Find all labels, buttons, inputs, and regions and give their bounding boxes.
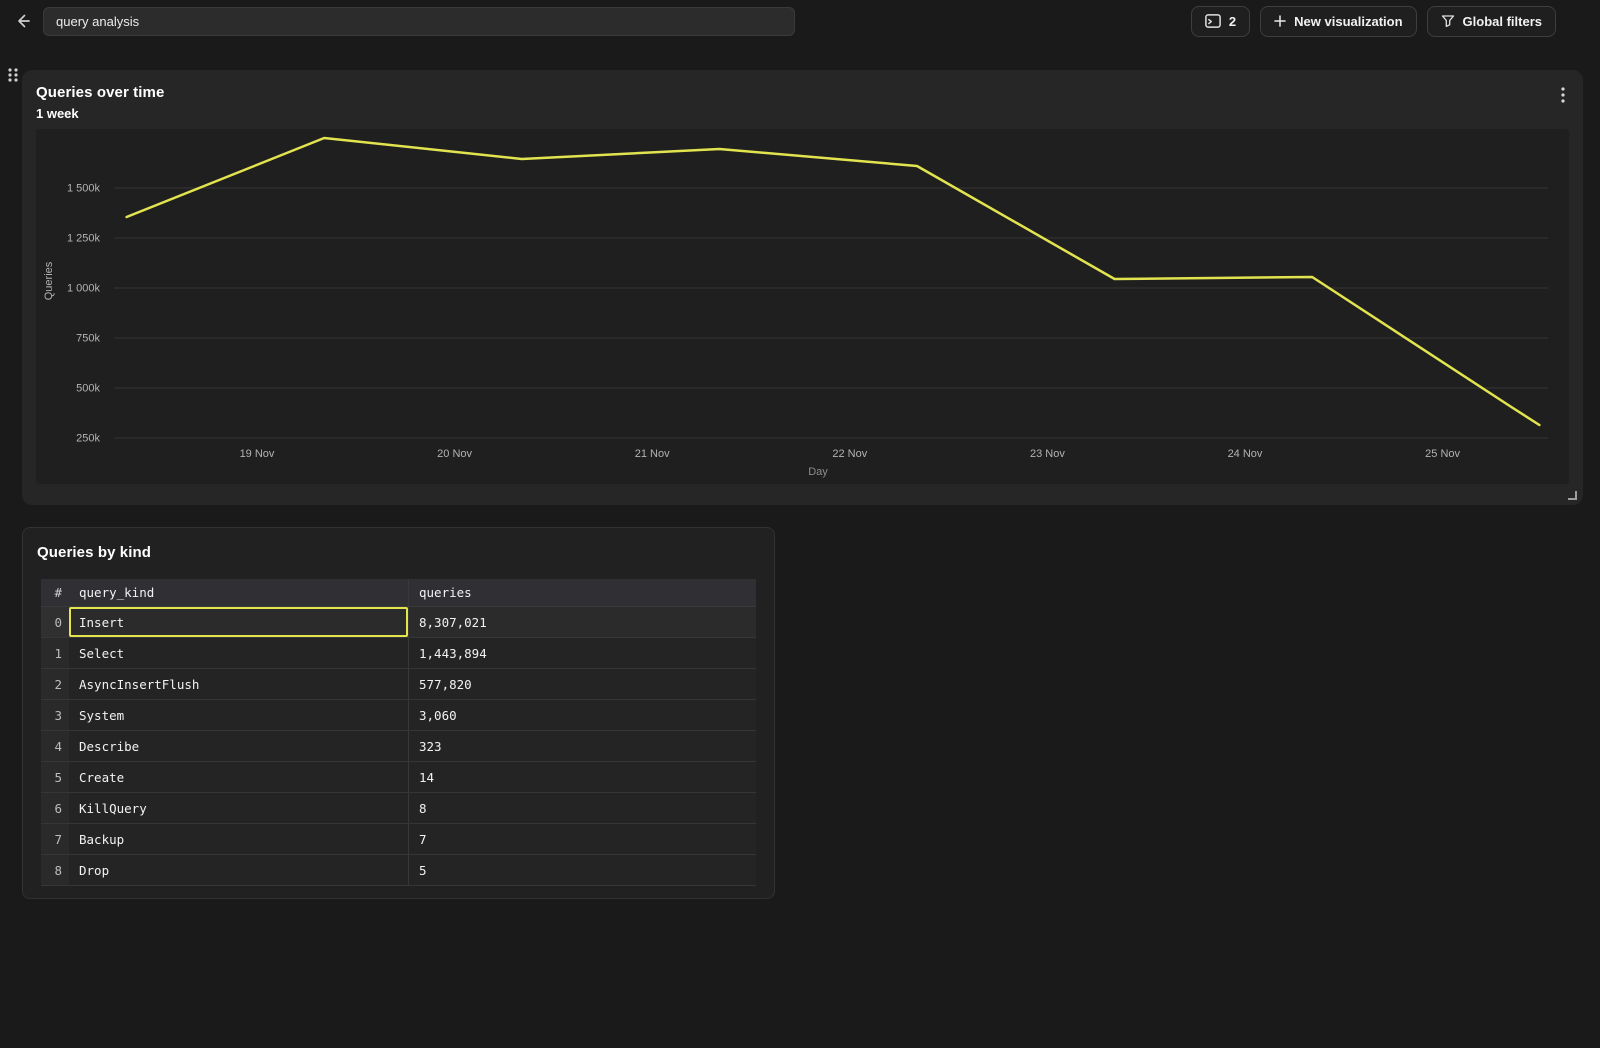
svg-text:1 500k: 1 500k [67, 183, 101, 195]
row-index-cell: 7 [41, 824, 69, 854]
svg-text:750k: 750k [76, 333, 100, 345]
row-index-cell: 2 [41, 669, 69, 699]
resize-corner-handle[interactable] [1568, 491, 1577, 500]
kebab-menu-icon [1561, 87, 1565, 103]
panel-subtitle: 1 week [36, 106, 79, 121]
column-header-index[interactable]: # [54, 585, 62, 600]
arrow-left-icon [18, 14, 30, 28]
svg-text:19 Nov: 19 Nov [240, 448, 275, 460]
row-index-cell: 1 [41, 638, 69, 668]
query-kind-cell[interactable]: Select [79, 645, 125, 661]
panel-title: Queries over time [36, 84, 165, 101]
query-kind-cell[interactable]: Backup [79, 831, 125, 847]
queries-cell[interactable]: 3,060 [408, 700, 746, 730]
query-kind-cell[interactable]: Insert [69, 607, 408, 637]
chart-x-axis-label: Day [808, 466, 828, 478]
row-index-cell: 8 [41, 855, 69, 885]
chart-gridlines [114, 187, 1548, 439]
table-row[interactable]: 8 Drop 5 [41, 855, 756, 886]
row-index-cell: 4 [41, 731, 69, 761]
dashboard-canvas: Queries over time 1 week 250k 500k 750k 1 0… [0, 42, 1600, 1048]
chart-y-axis-label: Queries [43, 261, 55, 300]
new-visualization-label: New visualization [1294, 13, 1403, 29]
plus-icon [1274, 15, 1286, 27]
panel-drag-handle[interactable] [7, 67, 19, 86]
query-kind-cell[interactable]: AsyncInsertFlush [79, 676, 200, 692]
drag-handle-icon [8, 68, 18, 82]
funnel-icon [1441, 15, 1454, 28]
queries-cell[interactable]: 323 [408, 731, 746, 761]
queries-cell[interactable]: 8 [408, 793, 746, 823]
svg-text:250k: 250k [76, 433, 100, 445]
svg-text:25 Nov: 25 Nov [1425, 448, 1460, 460]
console-count: 2 [1228, 13, 1237, 29]
console-icon [1205, 14, 1221, 28]
global-filters-label: Global filters [1462, 13, 1542, 29]
query-kind-cell[interactable]: KillQuery [79, 800, 147, 816]
row-index-cell: 3 [41, 700, 69, 730]
new-visualization-button[interactable]: New visualization [1260, 5, 1417, 37]
dashboard-title-input[interactable] [43, 6, 795, 36]
queries-series-line [125, 136, 1541, 427]
column-header-queries[interactable]: queries [408, 579, 746, 606]
top-bar: 2 New visualization Global filters [0, 0, 1600, 42]
svg-text:22 Nov: 22 Nov [832, 448, 867, 460]
queries-over-time-chart[interactable]: 250k 500k 750k 1 000k 1 250k 1 500k 19 Nov 20 … [36, 129, 1567, 479]
svg-text:20 Nov: 20 Nov [437, 448, 472, 460]
queries-cell[interactable]: 577,820 [408, 669, 746, 699]
svg-text:23 Nov: 23 Nov [1030, 448, 1065, 460]
query-kind-cell[interactable]: Describe [79, 738, 140, 754]
panel-header: Queries over time 1 week [22, 70, 1583, 121]
chart-y-tick-labels: 250k 500k 750k 1 000k 1 250k 1 500k [67, 183, 101, 445]
table-row[interactable]: 5 Create 14 [41, 762, 756, 793]
global-filters-button[interactable]: Global filters [1426, 5, 1556, 37]
row-index-cell: 0 [41, 607, 69, 637]
topbar-actions: 2 New visualization Global filters [1190, 5, 1556, 37]
queries-by-kind-panel: Queries by kind # query_kind queries 0 In… [22, 527, 775, 899]
queries-cell[interactable]: 14 [408, 762, 746, 792]
svg-text:21 Nov: 21 Nov [635, 448, 670, 460]
queries-cell[interactable]: 5 [408, 855, 746, 885]
chart-canvas: 250k 500k 750k 1 000k 1 250k 1 500k 19 Nov 20 … [36, 129, 1569, 484]
queries-cell[interactable]: 7 [408, 824, 746, 854]
svg-text:500k: 500k [76, 383, 100, 395]
query-kind-cell[interactable]: System [79, 707, 125, 723]
table-row[interactable]: 1 Select 1,443,894 [41, 638, 756, 669]
svg-text:1 250k: 1 250k [67, 233, 101, 245]
panel-title: Queries by kind [37, 544, 152, 561]
table-row[interactable]: 3 System 3,060 [41, 700, 756, 731]
queries-over-time-panel: Queries over time 1 week 250k 500k 750k 1 0… [22, 70, 1583, 505]
queries-cell[interactable]: 8,307,021 [408, 607, 746, 637]
queries-by-kind-table: # query_kind queries 0 Insert 8,307,021 1 Se… [41, 579, 756, 886]
svg-text:24 Nov: 24 Nov [1228, 448, 1263, 460]
svg-text:1 000k: 1 000k [67, 283, 101, 295]
table-header-row: # query_kind queries [41, 579, 756, 607]
back-button[interactable] [8, 6, 38, 36]
row-index-cell: 5 [41, 762, 69, 792]
table-body: 0 Insert 8,307,021 1 Select 1,443,894 2 AsyncIn… [41, 607, 756, 886]
row-index-cell: 6 [41, 793, 69, 823]
table-row[interactable]: 0 Insert 8,307,021 [41, 607, 756, 638]
console-count-button[interactable]: 2 [1190, 5, 1251, 37]
table-row[interactable]: 6 KillQuery 8 [41, 793, 756, 824]
panel-menu-button[interactable] [1557, 84, 1569, 109]
queries-cell[interactable]: 1,443,894 [408, 638, 746, 668]
table-row[interactable]: 2 AsyncInsertFlush 577,820 [41, 669, 756, 700]
table-row[interactable]: 7 Backup 7 [41, 824, 756, 855]
query-kind-cell[interactable]: Drop [79, 862, 110, 878]
query-kind-cell[interactable]: Create [79, 769, 125, 785]
chart-x-tick-labels: 19 Nov 20 Nov 21 Nov 22 Nov 23 Nov 24 Nov 25 N… [240, 448, 1461, 460]
column-header-query-kind[interactable]: query_kind [79, 585, 155, 600]
table-row[interactable]: 4 Describe 323 [41, 731, 756, 762]
